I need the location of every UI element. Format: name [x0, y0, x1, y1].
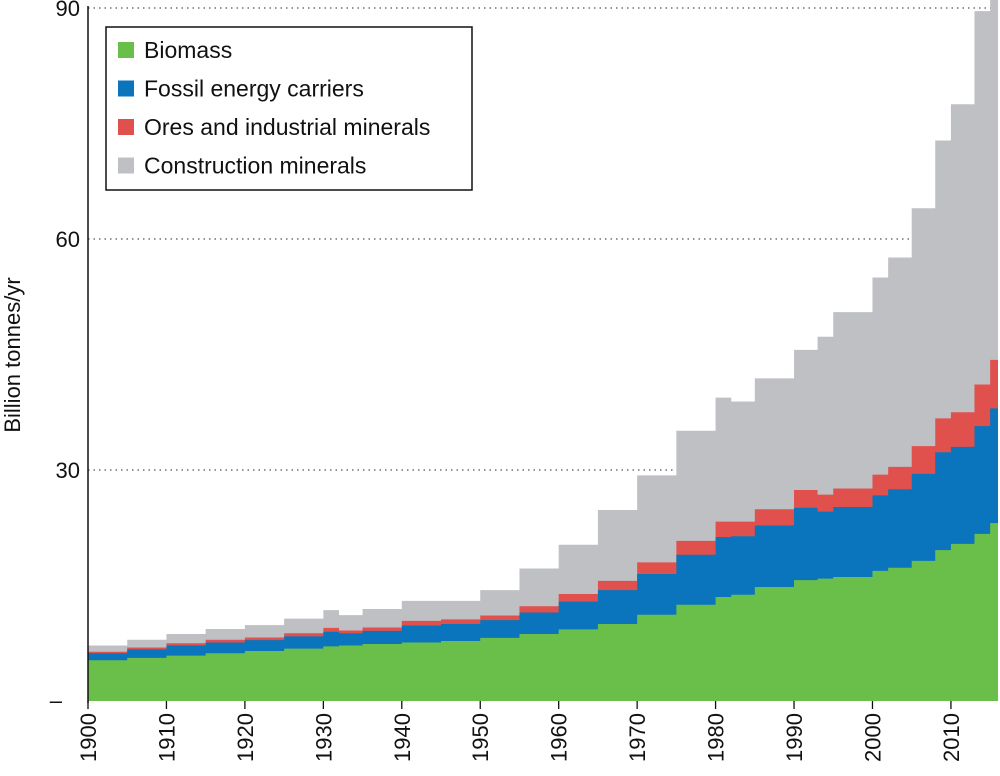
x-tick-label-1930: 1930 — [311, 713, 336, 762]
legend-label-ores-and-industrial-minerals: Ores and industrial minerals — [144, 114, 430, 140]
legend-swatch-fossil-energy-carriers — [118, 80, 134, 97]
x-tick-label-1900: 1900 — [76, 713, 101, 762]
y-axis-ticks: – 30 60 90 — [50, 0, 80, 713]
x-tick-label-1980: 1980 — [704, 713, 729, 762]
y-tick-label-90: 90 — [56, 0, 80, 21]
legend-label-biomass: Biomass — [144, 37, 232, 63]
x-tick-label-2010: 2010 — [939, 713, 964, 762]
legend-swatch-ores-and-industrial-minerals — [118, 119, 134, 135]
y-axis-label: Billion tonnes/yr — [0, 277, 25, 432]
legend-label-fossil-energy-carriers: Fossil energy carriers — [144, 76, 364, 102]
legend-swatch-biomass — [118, 42, 134, 58]
x-tick-label-1940: 1940 — [390, 713, 415, 762]
y-tick-label-60: 60 — [56, 227, 80, 252]
legend-swatch-construction-minerals — [118, 157, 134, 174]
stacked-areas — [88, 0, 998, 701]
legend: Biomass Fossil energy carriers Ores and in… — [105, 26, 473, 191]
x-tick-label-1910: 1910 — [154, 713, 179, 762]
area-biomass — [88, 523, 998, 701]
x-axis-ticks: 1900 1910 1920 1930 1940 1950 1960 1970 1980 1990… — [76, 701, 964, 762]
y-tick-label-30: 30 — [56, 458, 80, 483]
x-tick-label-1960: 1960 — [547, 713, 572, 762]
x-tick-label-1950: 1950 — [468, 713, 493, 762]
x-tick-label-2000: 2000 — [860, 713, 885, 762]
legend-label-construction-minerals: Construction minerals — [144, 153, 366, 179]
x-tick-label-1920: 1920 — [233, 713, 258, 762]
x-tick-label-1970: 1970 — [625, 713, 650, 762]
legend-box — [105, 26, 473, 191]
x-tick-label-1990: 1990 — [782, 713, 807, 762]
y-tick-label-0: – — [50, 688, 63, 713]
